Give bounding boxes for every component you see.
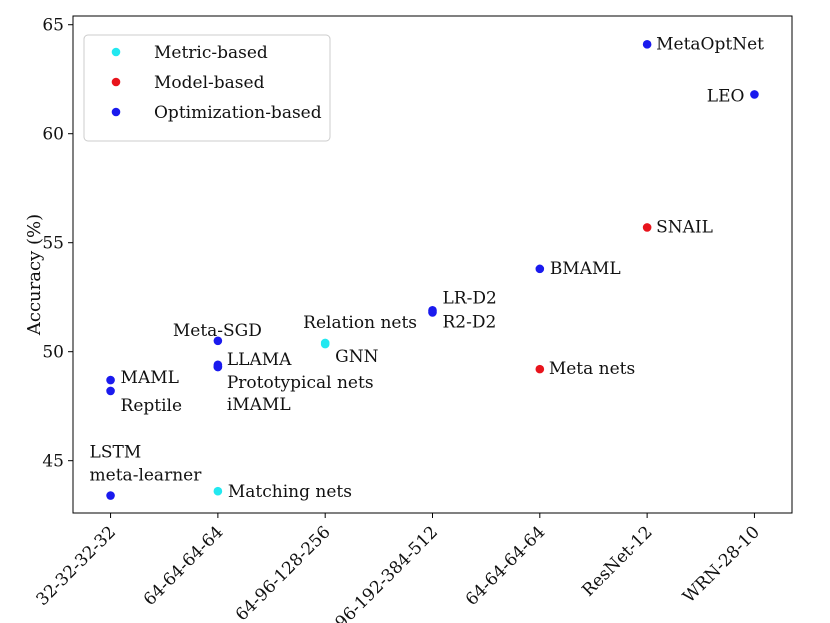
x-tick-label: ResNet-12 bbox=[578, 522, 656, 600]
legend-marker-metric-based bbox=[111, 47, 121, 57]
legend-box bbox=[83, 34, 331, 142]
point-lstm-meta-learner bbox=[106, 491, 115, 500]
x-tick-label: 64-64-64-64 bbox=[140, 522, 228, 610]
label-prototypical-nets: Prototypical nets bbox=[227, 373, 374, 393]
label-maml: MAML bbox=[121, 368, 179, 388]
label-lstm-meta-learner: LSTM meta-learner bbox=[90, 443, 203, 486]
point-gnn bbox=[320, 339, 330, 349]
label-imaml: iMAML bbox=[227, 395, 291, 415]
legend-label-model-based: Model-based bbox=[154, 73, 265, 93]
y-tick-label: 45 bbox=[42, 452, 64, 472]
label-r2-d2: R2-D2 bbox=[443, 312, 497, 332]
label-metaoptnet: MetaOptNet bbox=[656, 34, 764, 54]
data-points bbox=[106, 40, 759, 500]
point-meta-sgd bbox=[213, 336, 223, 346]
label-leo: LEO bbox=[707, 86, 745, 106]
label-matching-nets: Matching nets bbox=[228, 482, 352, 502]
label-snail: SNAIL bbox=[656, 217, 713, 237]
y-tick-label: 50 bbox=[42, 343, 64, 363]
point-reptile bbox=[106, 386, 115, 396]
point-leo bbox=[750, 90, 759, 99]
legend-marker-model-based bbox=[111, 77, 121, 87]
y-axis-label: Accuracy (%) bbox=[24, 214, 45, 336]
label-gnn: GNN bbox=[335, 347, 378, 367]
point-snail bbox=[642, 223, 652, 232]
label-meta-nets: Meta nets bbox=[549, 359, 635, 379]
x-tick-label: 64-96-128-256 bbox=[232, 522, 335, 623]
point-maml bbox=[106, 375, 115, 385]
x-tick-label: 32-32-32-32 bbox=[33, 522, 121, 610]
y-tick-label: 55 bbox=[42, 234, 64, 254]
point-bmaml bbox=[535, 264, 545, 274]
label-relation-nets: Relation nets bbox=[303, 313, 417, 333]
legend-marker-optimization-based bbox=[111, 107, 121, 117]
point-labels: Relation nets GNN Matching nets SNAIL Meta n… bbox=[90, 34, 765, 502]
point-meta-nets bbox=[535, 364, 545, 374]
legend: Metric-based Model-based Optimization-base… bbox=[83, 34, 331, 142]
point-r2-d2 bbox=[428, 308, 437, 317]
label-llama: LLAMA bbox=[227, 350, 292, 370]
y-tick-label: 60 bbox=[42, 125, 64, 145]
x-tick-label: 96-192-384-512 bbox=[332, 522, 442, 623]
x-tick-label: WRN-28-10 bbox=[679, 522, 764, 607]
label-bmaml: BMAML bbox=[550, 259, 621, 279]
y-tick-label: 65 bbox=[42, 16, 64, 36]
label-lr-d2: LR-D2 bbox=[443, 288, 497, 308]
point-imaml bbox=[213, 362, 223, 372]
label-meta-sgd: Meta-SGD bbox=[173, 321, 262, 341]
x-tick-label: 64-64-64-64 bbox=[462, 522, 550, 610]
legend-label-optimization-based: Optimization-based bbox=[154, 103, 322, 123]
legend-label-metric-based: Metric-based bbox=[154, 43, 268, 63]
label-reptile: Reptile bbox=[121, 396, 183, 416]
point-metaoptnet bbox=[642, 40, 652, 49]
point-matching-nets bbox=[213, 486, 223, 496]
